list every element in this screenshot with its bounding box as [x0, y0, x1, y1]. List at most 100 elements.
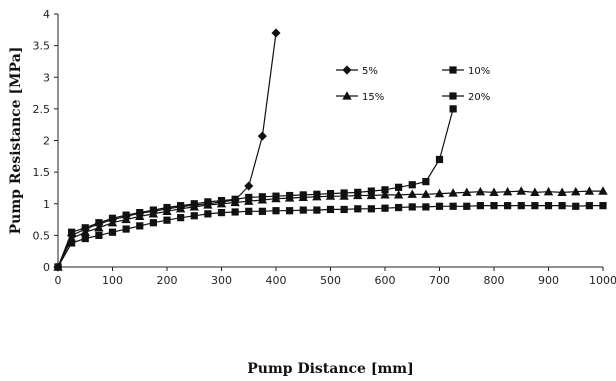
x-axis-label: Pump Distance [mm]: [247, 361, 413, 377]
y-tick-label: 2: [43, 135, 50, 148]
data-point: [354, 205, 362, 213]
data-point: [135, 211, 145, 221]
data-point: [326, 205, 335, 214]
data-point: [312, 191, 322, 201]
data-point: [107, 217, 118, 227]
data-point: [395, 203, 403, 212]
data-point: [463, 202, 471, 210]
x-tick-label: 0: [55, 274, 62, 287]
data-point: [230, 197, 240, 207]
legend-swatch-marker: [342, 91, 352, 100]
data-point: [502, 186, 513, 196]
legend-item: 5%: [336, 65, 378, 77]
data-point: [340, 205, 348, 214]
y-axis-ticks: 0 0.5 1 1.5 2 2.5 3 3.5 4: [33, 8, 58, 274]
series-3: [53, 186, 608, 271]
x-tick-label: 100: [102, 274, 123, 287]
legend-label: 5%: [362, 66, 378, 77]
y-tick-label: 1: [43, 198, 50, 211]
data-point: [177, 214, 185, 222]
data-point: [189, 202, 199, 211]
x-tick-label: 400: [266, 274, 287, 287]
legend-swatch-marker: [449, 66, 457, 74]
data-point: [298, 192, 308, 202]
x-tick-label: 700: [429, 274, 450, 287]
legend-label: 20%: [468, 92, 490, 103]
data-point: [94, 222, 104, 232]
data-point: [148, 209, 159, 218]
x-tick-label: 900: [538, 274, 559, 287]
data-point: [54, 263, 62, 271]
data-point: [325, 191, 336, 200]
data-point: [367, 205, 375, 213]
data-point: [407, 189, 417, 198]
y-tick-label: 0: [43, 261, 50, 274]
data-point: [231, 208, 239, 216]
data-point: [272, 207, 280, 215]
data-point: [490, 202, 498, 210]
data-point: [599, 202, 607, 210]
x-tick-label: 300: [211, 274, 232, 287]
data-point: [408, 181, 416, 189]
data-point: [257, 195, 268, 204]
data-point: [299, 206, 307, 214]
data-point: [475, 186, 486, 196]
data-point: [121, 214, 131, 224]
data-point: [204, 210, 212, 218]
y-tick-label: 4: [43, 8, 50, 21]
x-tick-label: 800: [484, 274, 505, 287]
data-point: [149, 219, 157, 227]
series-layer: [53, 28, 608, 272]
data-point: [544, 202, 553, 210]
data-point: [476, 202, 484, 210]
x-axis-ticks: 0 100 200 300 400 500 600 700 800 900 1000: [55, 267, 616, 287]
data-point: [122, 225, 130, 233]
data-point: [284, 193, 295, 202]
series-line: [57, 108, 454, 268]
data-point: [163, 216, 171, 224]
data-point: [422, 178, 430, 186]
data-point: [462, 187, 472, 196]
data-point: [517, 202, 525, 210]
data-point: [245, 207, 253, 215]
series-line: [57, 32, 277, 268]
data-point: [421, 189, 431, 198]
data-point: [95, 231, 103, 239]
data-point: [435, 155, 444, 164]
data-point: [530, 187, 540, 196]
data-point: [271, 193, 281, 203]
data-point: [408, 203, 416, 211]
data-point: [449, 105, 457, 113]
series-2: [54, 105, 457, 271]
data-point: [531, 202, 539, 210]
data-point: [81, 234, 89, 243]
data-point: [286, 207, 294, 215]
y-tick-label: 3: [43, 71, 50, 84]
data-point: [216, 198, 227, 208]
data-point: [244, 181, 254, 191]
x-tick-label: 500: [320, 274, 341, 287]
data-point: [448, 188, 458, 197]
y-tick-label: 1.5: [33, 166, 51, 179]
data-point: [422, 203, 430, 211]
data-point: [571, 186, 581, 196]
data-point: [584, 186, 595, 195]
legend-swatch-marker: [449, 92, 457, 100]
data-point: [449, 202, 457, 210]
data-point: [543, 186, 554, 196]
data-point: [434, 188, 445, 198]
data-point: [203, 200, 213, 209]
y-tick-label: 2.5: [33, 103, 51, 116]
data-point: [175, 203, 186, 213]
data-point: [380, 190, 390, 199]
y-tick-label: 0.5: [33, 229, 51, 242]
data-point: [572, 202, 580, 210]
legend-label: 10%: [468, 66, 490, 77]
legend: 5% 10% 15% 20%: [336, 65, 490, 103]
data-point: [489, 187, 499, 196]
legend-label: 15%: [362, 92, 384, 103]
data-point: [435, 202, 444, 210]
data-point: [558, 202, 566, 210]
data-point: [271, 28, 281, 38]
